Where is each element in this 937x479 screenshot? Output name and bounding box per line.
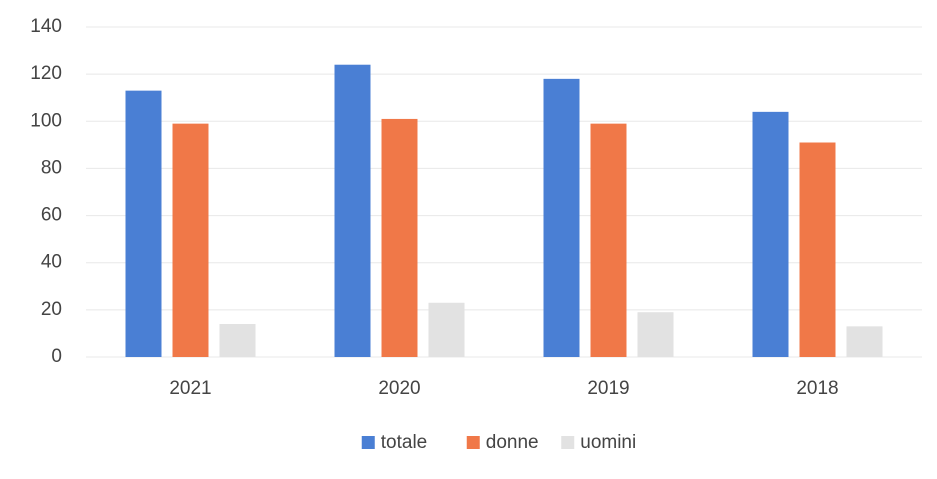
bar <box>125 90 162 358</box>
bar <box>172 123 209 358</box>
bar <box>381 118 418 357</box>
x-tick-label: 2018 <box>796 378 838 399</box>
legend-swatch <box>361 436 375 449</box>
bar <box>334 64 371 357</box>
legend-label: totale <box>381 432 427 453</box>
y-tick-label: 60 <box>41 205 62 226</box>
y-tick-label: 140 <box>30 16 62 37</box>
y-tick-label: 40 <box>41 252 62 273</box>
x-tick-label: 2019 <box>587 378 629 399</box>
legend-swatch <box>561 436 575 449</box>
y-tick-label: 80 <box>41 157 62 178</box>
bar <box>219 324 256 357</box>
bar <box>637 312 674 357</box>
bar <box>846 326 883 357</box>
x-tick-label: 2020 <box>378 378 420 399</box>
bar <box>752 111 789 357</box>
legend-label: donne <box>486 432 539 453</box>
bar <box>428 302 465 357</box>
y-tick-label: 120 <box>30 63 62 84</box>
y-tick-label: 0 <box>51 346 62 367</box>
bar <box>590 123 627 358</box>
bar <box>799 142 836 357</box>
y-tick-label: 100 <box>30 110 62 131</box>
legend-label: uomini <box>580 432 636 453</box>
legend-swatch <box>466 436 480 449</box>
x-tick-label: 2021 <box>169 378 211 399</box>
bar <box>543 78 580 357</box>
y-tick-label: 20 <box>41 299 62 320</box>
